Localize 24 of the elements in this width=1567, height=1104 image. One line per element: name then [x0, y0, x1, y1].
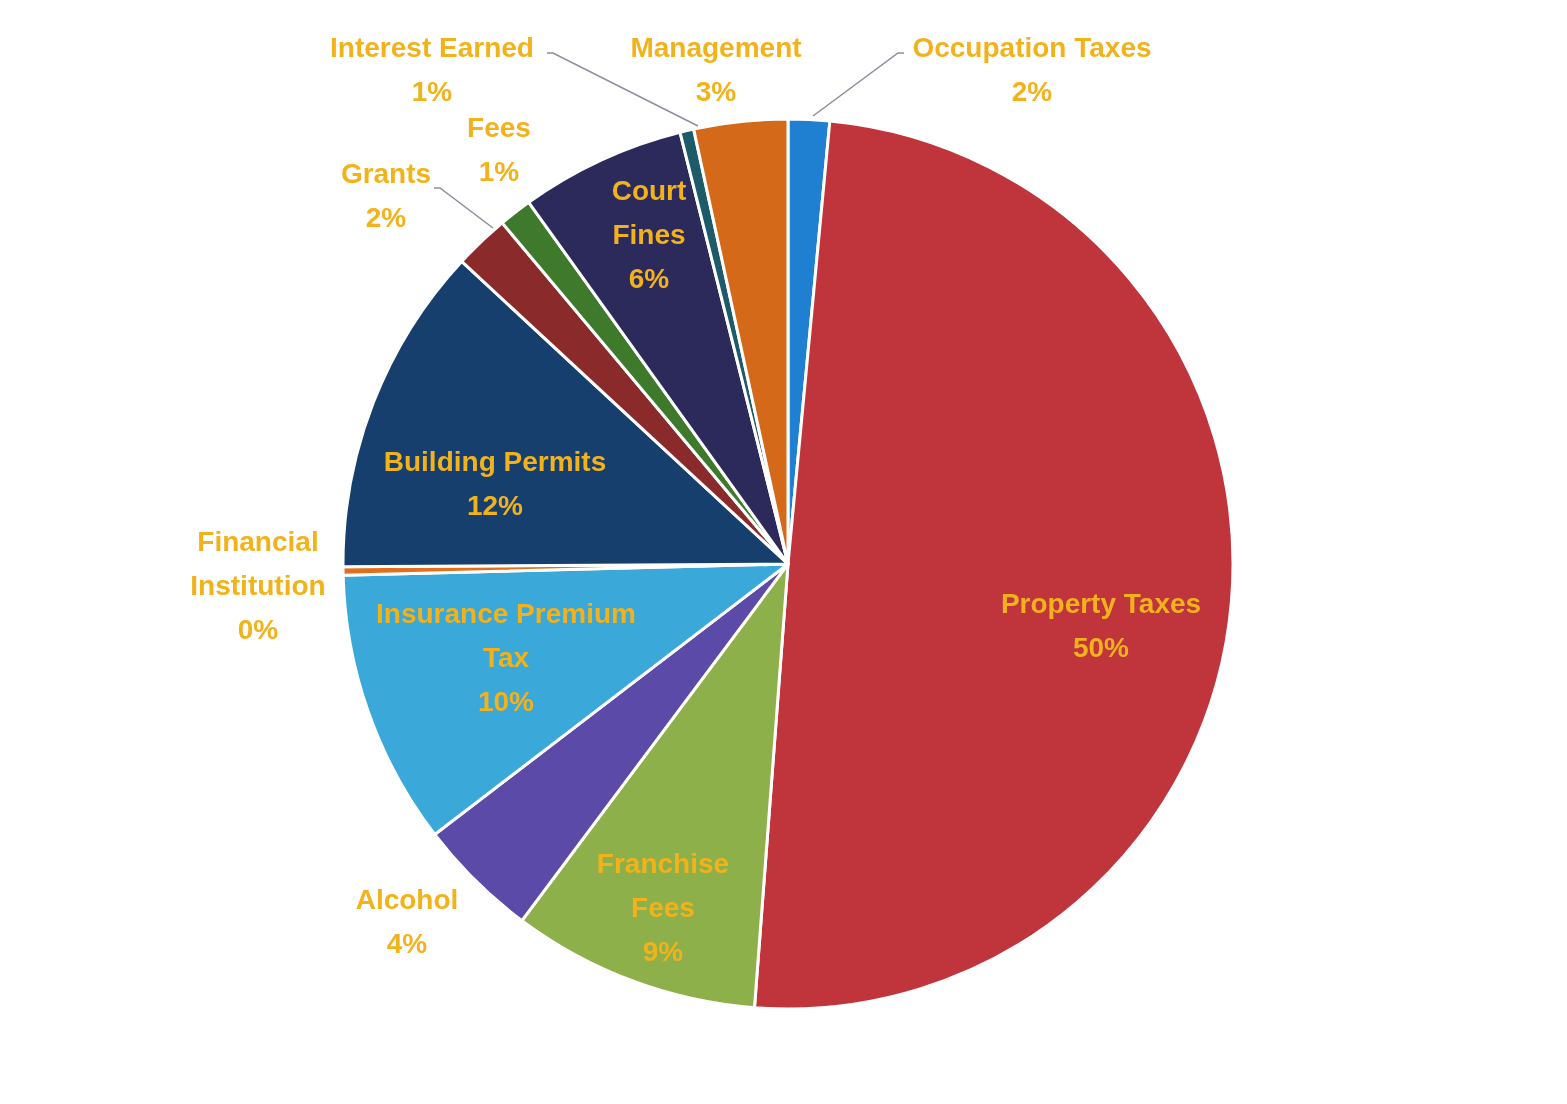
- data-label: 0%: [237, 614, 279, 646]
- data-label: 2%: [1011, 76, 1053, 108]
- data-label: 50%: [1072, 632, 1130, 664]
- slice-label: Fees: [467, 112, 531, 144]
- slice-label: Property Taxes: [1000, 588, 1202, 620]
- data-label: 9%: [642, 936, 684, 968]
- slice-label: Grants: [340, 158, 432, 190]
- slice-label: Occupation Taxes: [912, 32, 1152, 64]
- slice-label: Court Fines: [611, 175, 687, 251]
- slice-label: Management: [630, 32, 802, 64]
- slice-label: Financial Institution: [190, 526, 326, 602]
- data-label: 3%: [695, 76, 737, 108]
- data-label: 1%: [478, 156, 520, 188]
- data-label: 2%: [365, 202, 407, 234]
- slice-label: Insurance Premium Tax: [376, 598, 636, 674]
- data-label: 4%: [386, 928, 428, 960]
- slice-label: Interest Earned: [330, 32, 534, 64]
- data-label: 10%: [477, 686, 535, 718]
- slice-label: Building Permits: [383, 446, 607, 478]
- data-label: 6%: [628, 263, 670, 295]
- data-label: 1%: [411, 76, 453, 108]
- slice-label: Alcohol: [355, 884, 459, 916]
- data-label: 12%: [466, 490, 524, 522]
- slice-label: Franchise Fees: [596, 848, 730, 924]
